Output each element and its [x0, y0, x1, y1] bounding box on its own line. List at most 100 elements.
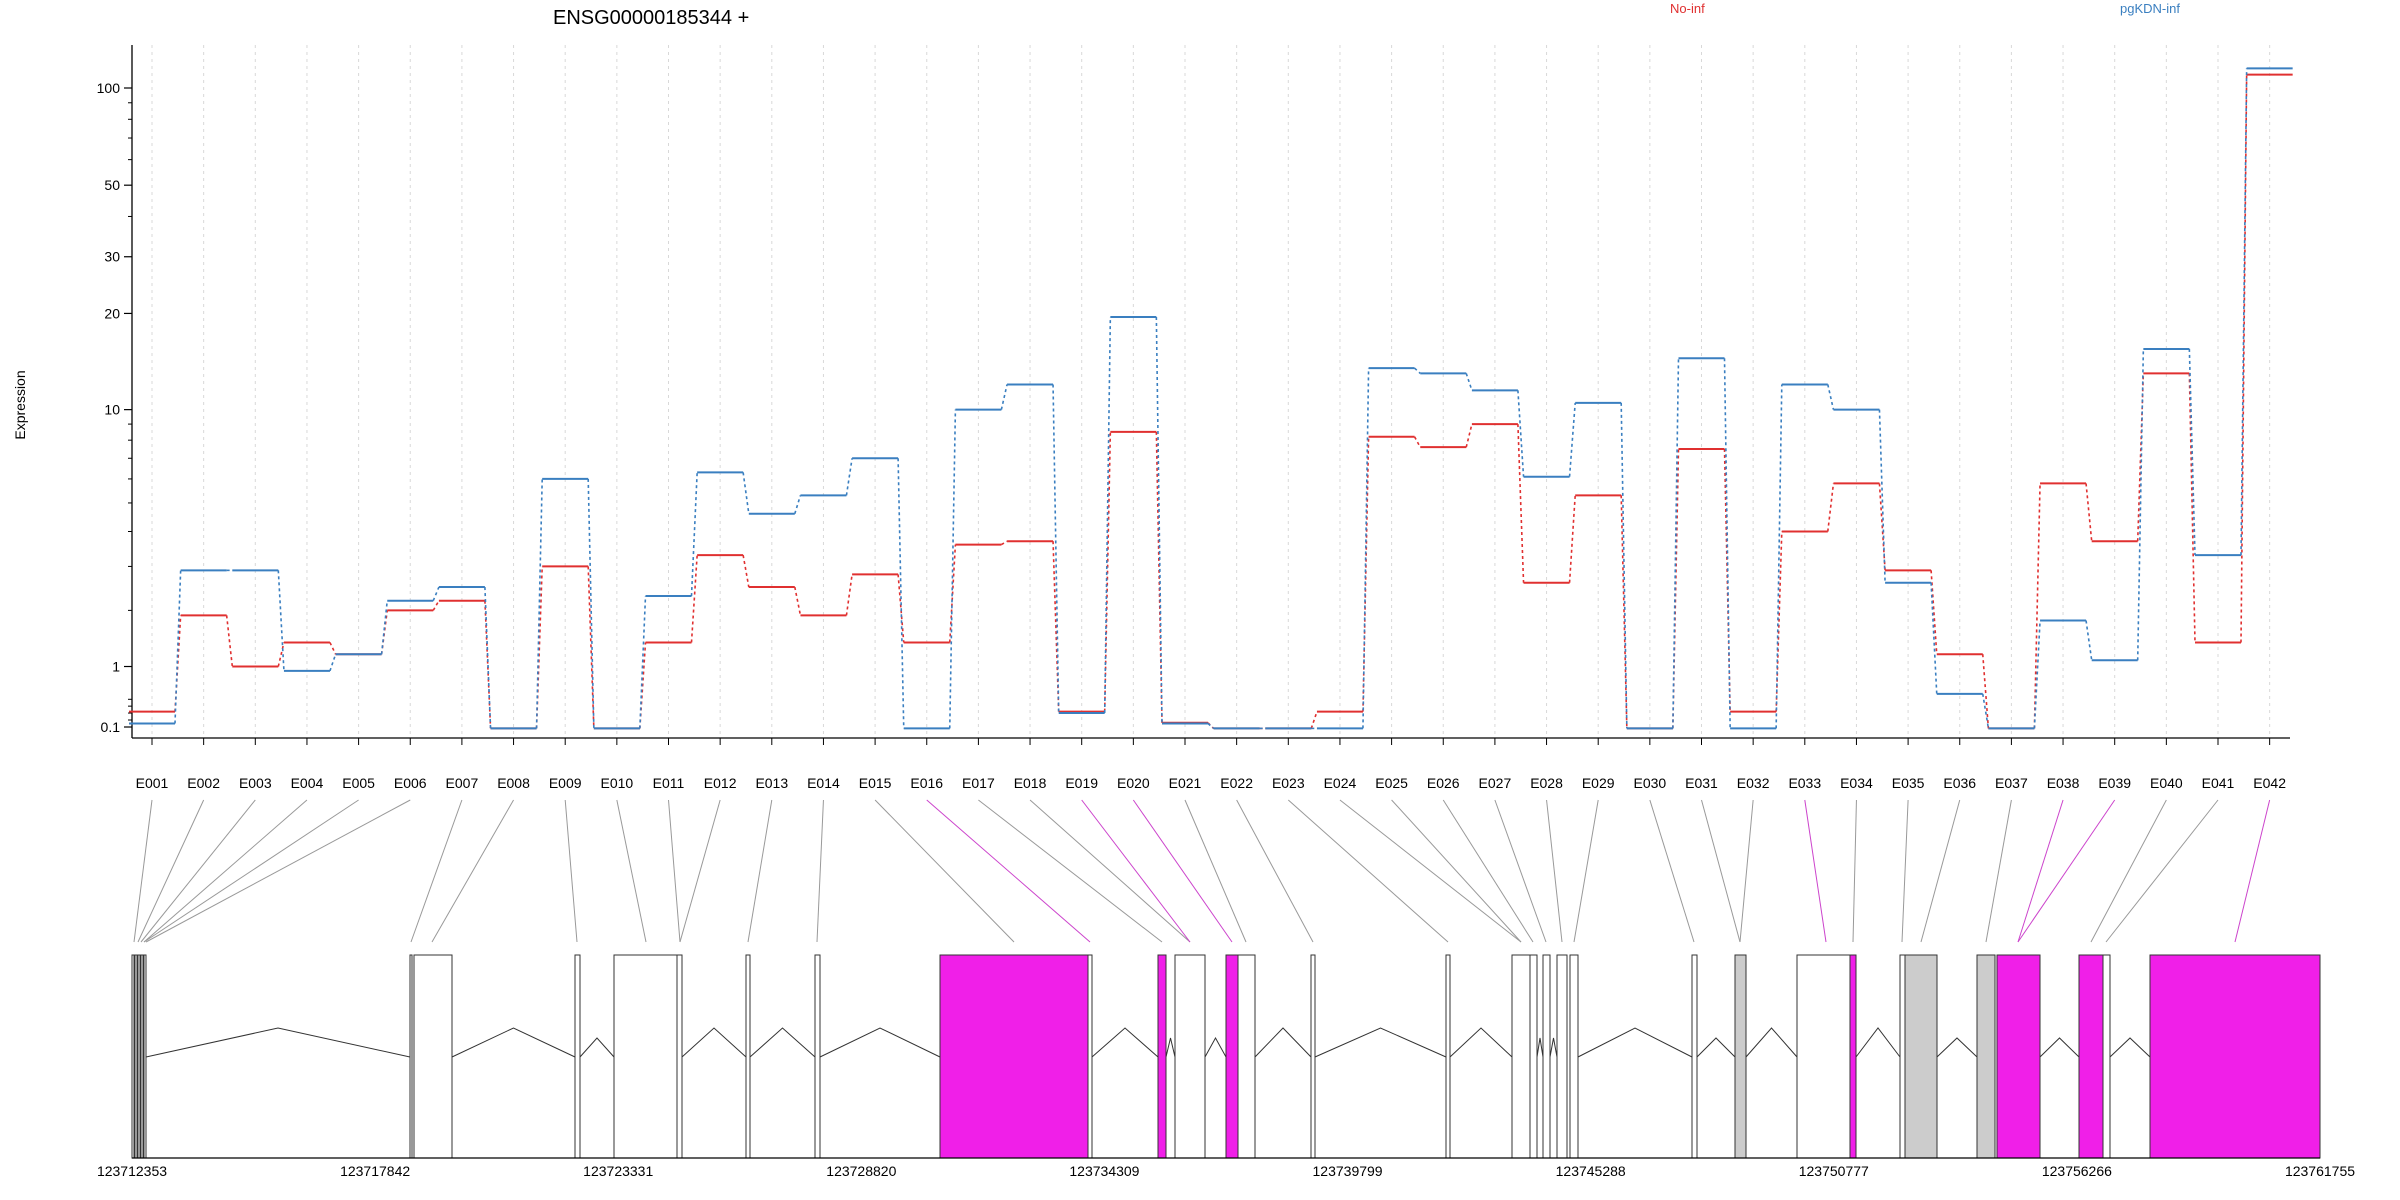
series-pgkdn-inf-connector: [2033, 620, 2041, 729]
x-tick-label-E020: E020: [1117, 775, 1150, 791]
x-tick-label-E030: E030: [1633, 775, 1666, 791]
exon-box: [140, 954, 144, 1159]
series-pgkdn-inf-connector: [1465, 373, 1473, 391]
x-tick-label-E036: E036: [1943, 775, 1976, 791]
series-pgkdn-inf-connector: [845, 458, 853, 496]
series-no-inf: [129, 73, 2293, 730]
intron: [1696, 1037, 1736, 1058]
x-tick-label-E025: E025: [1375, 775, 1408, 791]
x-tick-label-E023: E023: [1272, 775, 1305, 791]
series-no-inf-connector: [1310, 711, 1318, 729]
intron: [1536, 1037, 1544, 1058]
intron: [1254, 1027, 1312, 1058]
series-pgkdn-inf-connector: [1878, 409, 1886, 583]
exon-box: [1849, 954, 1857, 1159]
connector-E033: [1804, 799, 1827, 943]
exon-box: [137, 954, 141, 1159]
chart-title: ENSG00000185344 +: [553, 7, 749, 29]
coordinate-label: 123745288: [1556, 1163, 1626, 1179]
series-no-inf-connector: [1103, 431, 1112, 712]
connector-E008: [431, 799, 514, 943]
exon-box: [134, 954, 138, 1159]
exon-box: [1529, 954, 1538, 1159]
series-pgkdn-inf-connector: [639, 596, 647, 729]
y-tick-label: 1: [112, 659, 120, 675]
x-tick-label-E012: E012: [704, 775, 737, 791]
intron: [1204, 1036, 1227, 1058]
series-no-inf-connector: [2085, 483, 2093, 542]
series-pgkdn-inf-connector: [174, 570, 182, 724]
x-tick-label-E001: E001: [136, 775, 169, 791]
intron: [579, 1037, 615, 1058]
coordinate-label: 123717842: [340, 1163, 410, 1179]
series-pgkdn-inf-connector: [1207, 722, 1215, 730]
x-tick-label-E019: E019: [1065, 775, 1098, 791]
intron: [145, 1027, 411, 1058]
x-tick-label-E041: E041: [2202, 775, 2235, 791]
connector-E003: [140, 799, 256, 943]
exon-box: [1976, 954, 1996, 1159]
x-tick-label-E034: E034: [1840, 775, 1873, 791]
coordinate-label: 123750777: [1799, 1163, 1869, 1179]
series-pgkdn-inf-connector: [380, 600, 389, 655]
series-no-inf-connector: [2240, 74, 2248, 643]
connector-E012: [679, 799, 721, 943]
series-no-inf-connector: [1517, 424, 1525, 583]
intron: [1745, 1027, 1798, 1058]
series-pgkdn-inf-connector: [948, 409, 957, 729]
connector-E017: [978, 799, 1163, 943]
x-tick-label-E037: E037: [1995, 775, 2028, 791]
series-no-inf-connector: [742, 554, 750, 588]
y-axis-label: Expression: [12, 370, 28, 439]
series-pgkdn-inf-connector: [1517, 390, 1525, 477]
x-tick-label-E005: E005: [342, 775, 375, 791]
exon-box: [1087, 954, 1093, 1159]
connector-E018: [1029, 799, 1191, 943]
series-no-inf-connector: [794, 586, 802, 616]
connector-E019: [1081, 799, 1191, 943]
series-no-inf-connector: [1362, 436, 1370, 712]
connector-E009: [564, 799, 578, 943]
x-tick-label-E031: E031: [1685, 775, 1718, 791]
series-no-inf-connector: [1052, 541, 1060, 712]
x-tick-label-E021: E021: [1169, 775, 1202, 791]
legend-pgkdn-inf: pgKDN-inf: [2120, 1, 2180, 16]
series-pgkdn-inf-connector: [742, 472, 750, 514]
genomic-coordinate-labels: 123712353 123717842 123723331 123728820 1237…: [97, 1163, 2355, 1179]
connector-E007: [410, 799, 463, 943]
series-no-inf-connector: [225, 615, 234, 667]
exon-box: [1904, 954, 1938, 1159]
gene-model: [131, 954, 2321, 1159]
series-no-inf-connector: [845, 574, 853, 616]
intron: [681, 1027, 747, 1058]
x-tick-label-E028: E028: [1530, 775, 1563, 791]
series-no-inf-connector: [1620, 495, 1628, 729]
connector-E040: [2090, 799, 2167, 943]
series-pgkdn-inf-connector: [432, 586, 440, 602]
series-pgkdn-inf-connector: [277, 570, 285, 671]
intron: [1577, 1027, 1693, 1058]
series-no-inf-connector: [329, 642, 337, 655]
connector-E039: [2017, 799, 2116, 943]
x-tick-label-E035: E035: [1892, 775, 1925, 791]
connector-E006: [145, 799, 411, 943]
exon-box: [1157, 954, 1167, 1159]
exon-connectors: [133, 799, 2271, 943]
series-pgkdn-inf-connector: [1414, 367, 1421, 374]
exon-box: [939, 954, 1089, 1159]
axes: 0.1 1 10 20 30 50 100 E001 E002 E003 E004 E005 E006 E…: [97, 45, 2290, 791]
x-tick-label-E024: E024: [1324, 775, 1357, 791]
connector-E028: [1546, 799, 1563, 943]
x-tick-label-E040: E040: [2150, 775, 2183, 791]
coordinate-label: 123728820: [826, 1163, 896, 1179]
exon-box: [1899, 954, 1906, 1159]
coordinate-label: 123756266: [2042, 1163, 2112, 1179]
series-pgkdn-inf: [129, 67, 2293, 730]
connector-E023: [1287, 799, 1449, 943]
x-tick-label-E004: E004: [291, 775, 324, 791]
series-no-inf-connector: [1981, 654, 1990, 729]
series-pgkdn-inf-connector: [1723, 358, 1731, 729]
series-pgkdn-inf-connector: [2188, 348, 2196, 556]
connector-E024: [1339, 799, 1522, 943]
y-tick-label: 20: [104, 305, 120, 321]
